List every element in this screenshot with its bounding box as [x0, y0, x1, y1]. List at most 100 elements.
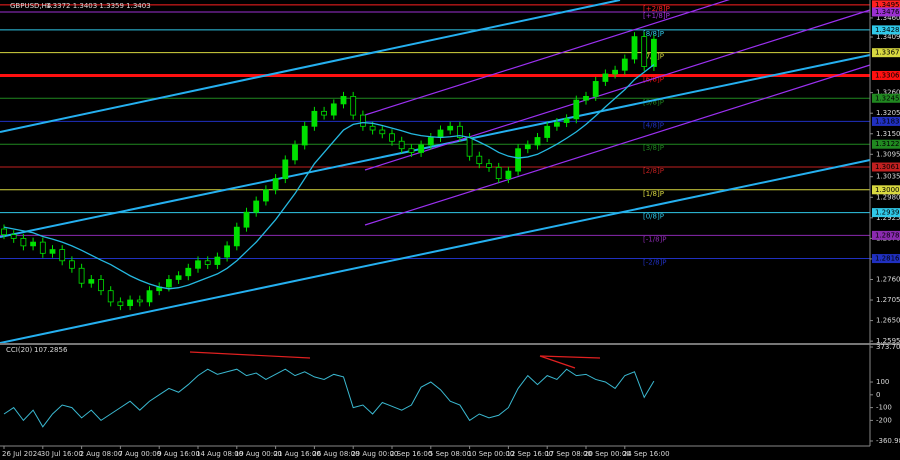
level-price-label: 1.3367: [875, 49, 900, 57]
regression-line: [364, 0, 730, 116]
candle-body: [563, 118, 570, 123]
level-price-box: [872, 230, 900, 240]
candle-body: [10, 234, 17, 239]
x-tick-label: 29 Aug 00:00: [351, 450, 398, 458]
candle-body: [69, 260, 75, 269]
regression-line: [364, 9, 871, 171]
level-price-box: [872, 208, 900, 218]
y-tick-label: 1.2980: [876, 193, 900, 201]
candle-body: [350, 95, 357, 116]
level-label: [+2/8]P: [643, 5, 670, 13]
level-price-box: [872, 139, 900, 149]
candle-body: [631, 36, 638, 60]
x-tick-label: 14 Aug 08:00: [196, 450, 243, 458]
level-label: [-2/8]P: [643, 259, 666, 267]
candle-body: [98, 279, 104, 292]
y-tick-label: 1.3460: [876, 14, 900, 22]
candle-body: [447, 125, 454, 131]
candle-body: [204, 260, 211, 265]
divergence-line: [539, 355, 576, 369]
level-price-box: [872, 7, 900, 17]
level-price-label: 1.3428: [875, 26, 900, 34]
cci-line: [3, 368, 655, 428]
candle-body: [398, 140, 405, 150]
candle-body: [651, 38, 657, 67]
cci-tick-label: -360.9845: [876, 437, 900, 445]
cci-tick-label: 100: [876, 378, 889, 386]
level-price-label: 1.3183: [875, 117, 900, 125]
candle-body: [437, 129, 444, 138]
candle-body: [321, 110, 328, 116]
level-price-label: 1.2816: [875, 255, 900, 263]
level-price-label: 1.3122: [875, 140, 900, 148]
y-tick-label: 1.3260: [876, 89, 900, 97]
candle-body: [117, 301, 124, 307]
axis-background: [870, 0, 900, 460]
candle-body: [544, 125, 551, 138]
candle-body: [233, 226, 240, 247]
x-tick-label: 24 Sep 16:00: [623, 450, 670, 458]
candle-body: [301, 125, 308, 146]
level-price-box: [872, 254, 900, 264]
candle-body: [418, 144, 425, 153]
level-price-box: [872, 162, 900, 172]
x-tick-label: 5 Sep 08:00: [429, 450, 471, 458]
candle-body: [39, 241, 46, 254]
x-tick-label: 19 Aug 00:00: [235, 450, 282, 458]
candle-body: [427, 137, 434, 146]
level-label: [-1/8]P: [643, 235, 666, 243]
candle-body: [1, 228, 7, 236]
candle-body: [583, 95, 589, 101]
candle-body: [262, 189, 269, 202]
candle-body: [107, 290, 114, 303]
level-label: [1/8]P: [643, 190, 664, 198]
candle-body: [573, 99, 580, 120]
candle-body: [311, 110, 318, 127]
candle-body: [486, 163, 492, 168]
x-tick-label: 2 Aug 08:00: [80, 450, 123, 458]
trend-lines: [0, 0, 871, 344]
x-tick-label: 17 Sep 08:00: [545, 450, 592, 458]
cci-tick-label: -200: [876, 416, 892, 424]
candle-body: [592, 81, 599, 97]
level-price-label: 1.3061: [875, 163, 900, 171]
level-price-label: 1.3000: [875, 186, 900, 194]
candle-body: [515, 148, 521, 172]
y-tick-label: 1.2705: [876, 296, 900, 304]
level-price-box: [872, 93, 900, 103]
candle-body: [379, 129, 386, 135]
channel-line: [0, 0, 621, 133]
x-tick-label: 26 Aug 08:00: [312, 450, 359, 458]
level-price-box: [872, 0, 900, 10]
candle-body: [243, 211, 250, 228]
candle-body: [30, 241, 37, 247]
candle-body: [602, 73, 609, 82]
y-tick-label: 1.2650: [876, 317, 900, 325]
y-tick-label: 1.3095: [876, 150, 900, 158]
candle-body: [330, 103, 337, 116]
level-label: [4/8]P: [643, 121, 664, 129]
channel-line: [0, 54, 871, 238]
candle-body: [59, 249, 66, 262]
candle-body: [146, 290, 153, 303]
level-price-box: [872, 116, 900, 126]
candle-body: [476, 155, 483, 165]
candle-body: [359, 114, 366, 127]
level-label: [8/8]P: [643, 30, 664, 38]
cci-title: CCI(20): [6, 346, 32, 354]
ohlc-header: 1.3372 1.3403 1.3359 1.3403: [46, 2, 151, 10]
cci-divergence: [189, 351, 601, 369]
candle-body: [253, 200, 260, 213]
level-price-label: 1.3495: [875, 1, 900, 9]
y-tick-label: 1.3205: [876, 109, 900, 117]
level-label: [0/8]P: [643, 213, 664, 221]
y-tick-label: 1.2925: [876, 214, 900, 222]
candle-body: [175, 275, 182, 280]
candle-body: [185, 267, 192, 277]
x-tick-label: 9 Aug 16:00: [157, 450, 200, 458]
channel-line: [0, 159, 871, 344]
candle-body: [49, 249, 56, 254]
level-price-label: 1.3245: [875, 94, 900, 102]
candle-body: [165, 279, 172, 288]
